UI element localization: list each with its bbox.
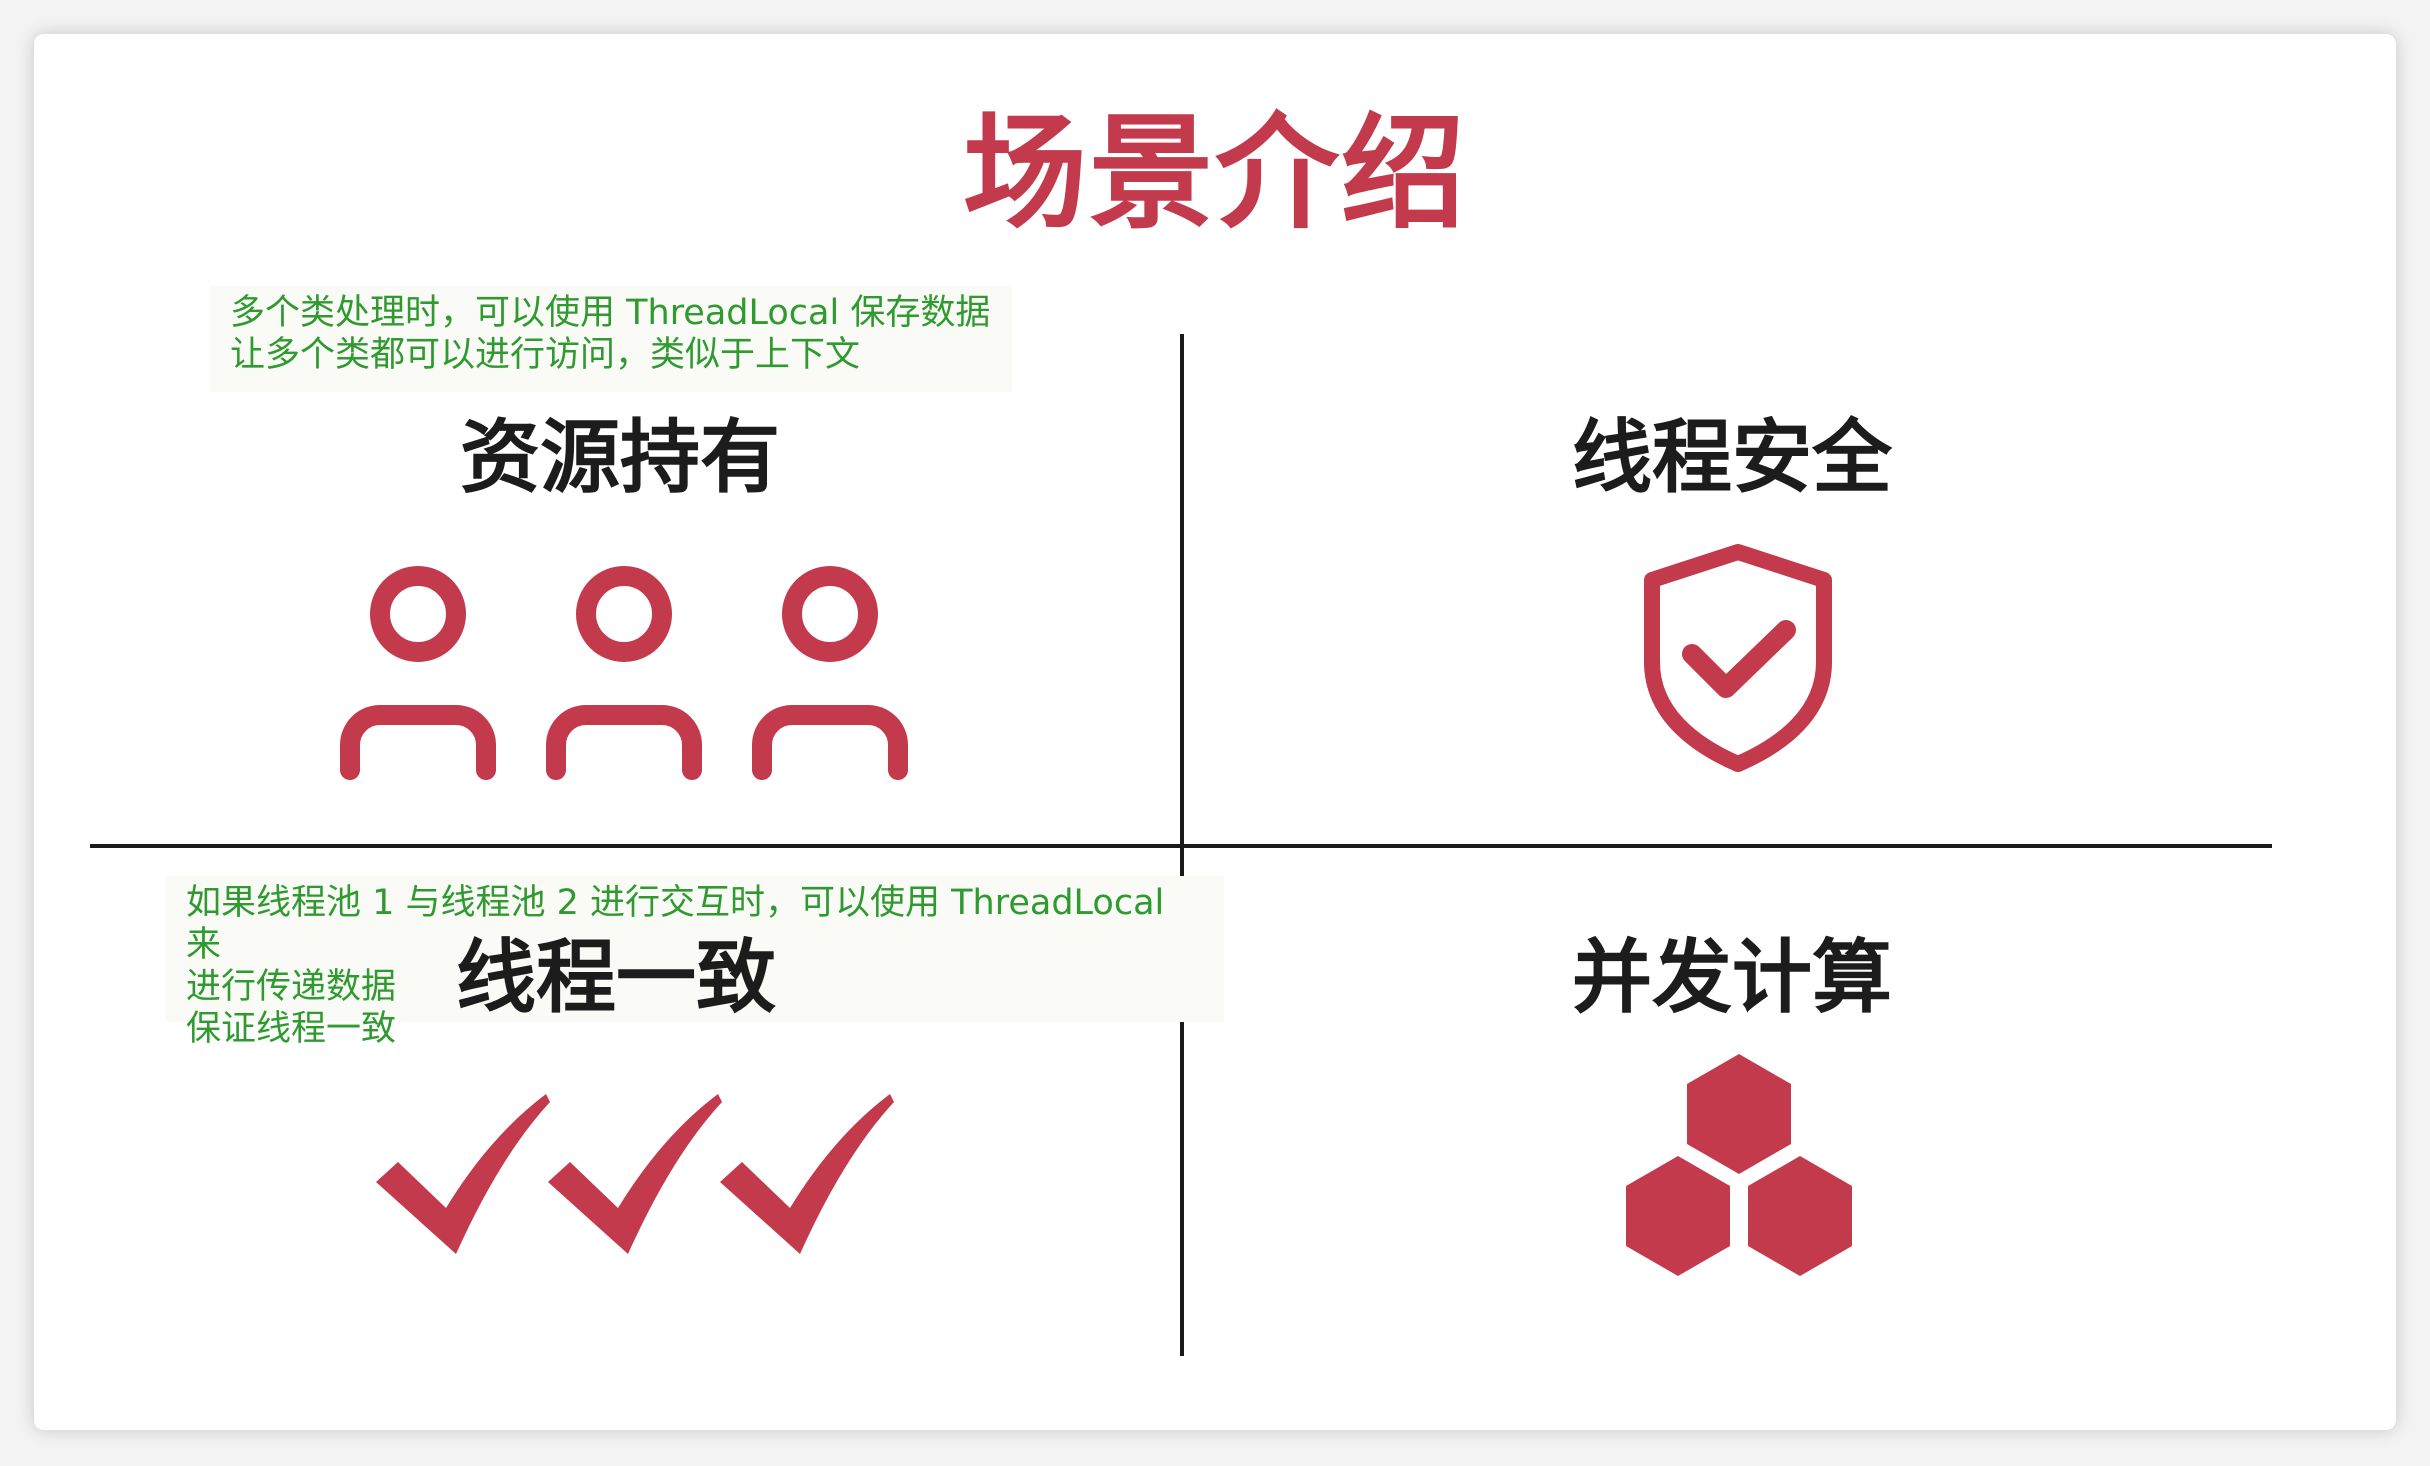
annotation-note-consistency: 如果线程池 1 与线程池 2 进行交互时，可以使用 ThreadLocal 来 … <box>166 876 1224 1049</box>
heading-thread-consistency: 线程一致 <box>456 931 776 1024</box>
three-checkmarks-icon <box>376 1094 894 1254</box>
heading-resource-holding: 资源持有 <box>460 411 780 504</box>
three-users-icon <box>340 566 908 780</box>
horizontal-divider <box>90 844 2272 848</box>
shield-check-icon <box>1644 544 1832 772</box>
slide-card: 场景介绍 多个类处理时，可以使用 ThreadLocal 保存数据 让多个类都可… <box>34 34 2396 1430</box>
page-title: 场景介绍 <box>962 102 1467 246</box>
hexagon-cluster-icon <box>1626 1054 1852 1276</box>
heading-thread-safety: 线程安全 <box>1572 411 1892 504</box>
annotation-note-resource: 多个类处理时，可以使用 ThreadLocal 保存数据 让多个类都可以进行访问… <box>210 286 1012 392</box>
heading-concurrent-computing: 并发计算 <box>1572 931 1892 1024</box>
